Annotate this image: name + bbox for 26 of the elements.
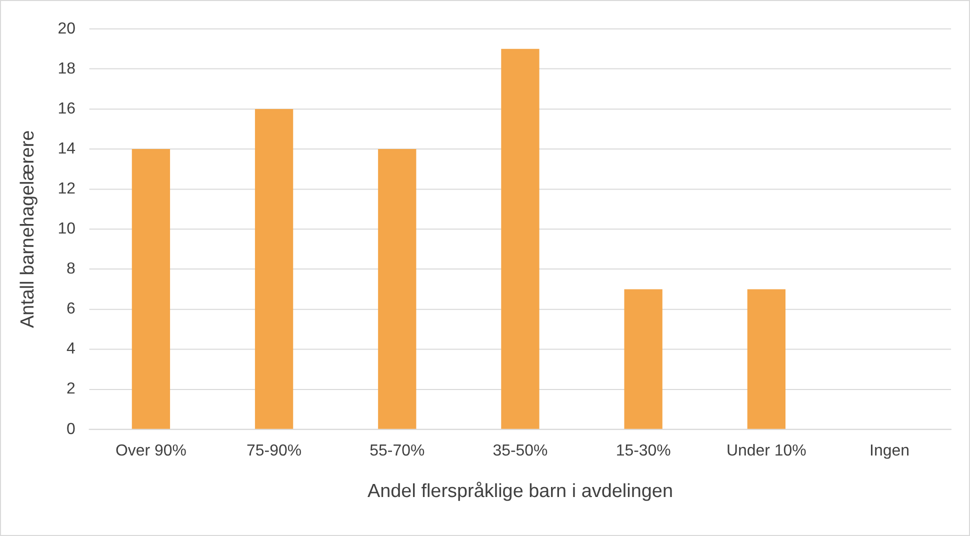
y-tick-label: 4 bbox=[66, 340, 76, 358]
y-tick-label: 8 bbox=[66, 260, 76, 278]
x-tick-label: 55-70% bbox=[370, 442, 425, 460]
bar bbox=[624, 289, 662, 429]
x-axis-title: Andel flerspråklige barn i avdelingen bbox=[367, 480, 673, 502]
x-tick-label: 75-90% bbox=[246, 442, 302, 460]
x-tick-label: 15-30% bbox=[616, 442, 671, 460]
bar bbox=[132, 149, 170, 429]
bar bbox=[747, 289, 786, 429]
bar bbox=[378, 149, 416, 429]
x-tick-label: Under 10% bbox=[726, 442, 806, 460]
y-axis-title: Antall barnehagelærere bbox=[18, 130, 39, 328]
x-tick-label: 35-50% bbox=[492, 442, 548, 460]
bar bbox=[254, 108, 294, 429]
bar bbox=[501, 48, 540, 429]
x-tick-label: Ingen bbox=[870, 442, 910, 460]
y-tick-label: 20 bbox=[58, 20, 76, 38]
y-tick-label: 10 bbox=[58, 220, 76, 238]
y-tick-label: 6 bbox=[66, 300, 76, 318]
y-tick-label: 0 bbox=[66, 420, 76, 438]
x-tick-label: Over 90% bbox=[115, 442, 186, 460]
y-tick-label: 16 bbox=[58, 100, 76, 118]
y-tick-label: 2 bbox=[66, 380, 76, 398]
y-tick-label: 18 bbox=[58, 60, 76, 78]
y-tick-label: 14 bbox=[58, 140, 76, 158]
y-tick-label: 12 bbox=[58, 180, 76, 198]
